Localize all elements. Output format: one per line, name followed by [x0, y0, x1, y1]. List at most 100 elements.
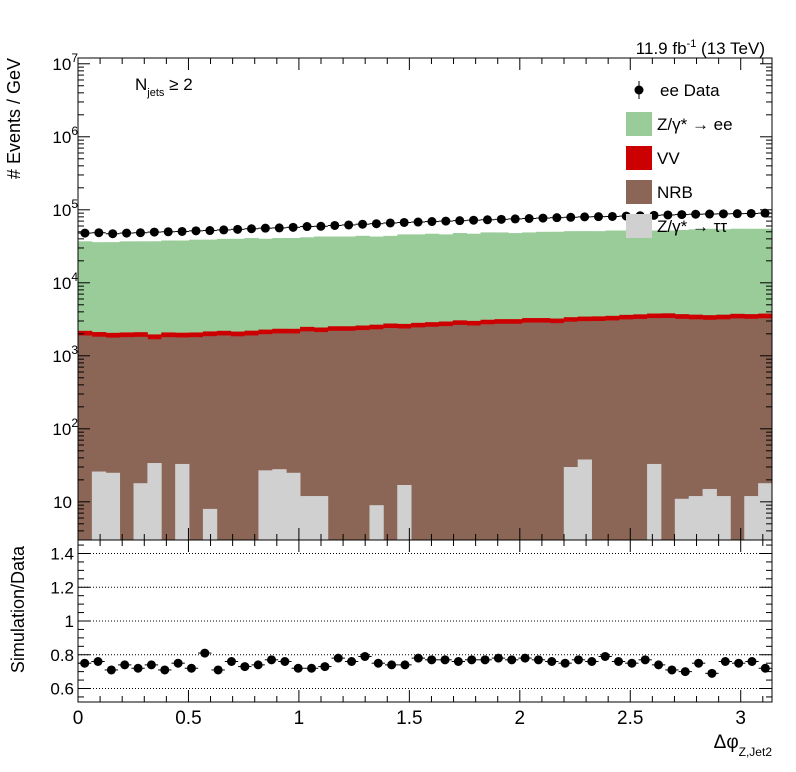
- ratio-point: [120, 660, 130, 670]
- data-point: [149, 227, 159, 237]
- bar-nrb: [355, 330, 370, 540]
- bar-nrb: [549, 323, 565, 540]
- data-point: [663, 210, 673, 220]
- bar-z: [563, 466, 579, 540]
- x-tick-label: 0: [73, 708, 84, 729]
- ratio-point: [680, 667, 690, 677]
- bar-nrb: [605, 320, 620, 540]
- ratio-point: [573, 655, 583, 665]
- ratio-point: [133, 663, 143, 673]
- bar-nrb: [78, 335, 93, 540]
- bar-z: [674, 498, 690, 540]
- data-point: [524, 213, 534, 223]
- bar-nrb: [300, 331, 315, 540]
- bar-z: [147, 463, 162, 540]
- data-point: [330, 220, 340, 230]
- y-tick-label: 106: [52, 124, 78, 147]
- legend-marker: [634, 85, 644, 95]
- legend-swatch-nrb: [626, 180, 652, 204]
- ratio-point: [480, 655, 490, 665]
- ratio-point: [267, 655, 277, 665]
- bar-z: [369, 505, 384, 540]
- bar-nrb: [161, 337, 176, 540]
- data-point: [746, 208, 756, 218]
- ratio-point: [654, 660, 664, 670]
- ratio-point: [186, 663, 196, 673]
- bar-nrb: [633, 318, 648, 540]
- data-point: [358, 219, 368, 229]
- ratio-point: [333, 653, 343, 663]
- ratio-point: [280, 657, 290, 666]
- legend-swatch-vv: [626, 146, 652, 170]
- main-y-axis-title: # Events / GeV: [4, 58, 24, 179]
- data-point: [441, 216, 451, 226]
- ratio-point: [160, 665, 170, 675]
- bar-z: [577, 459, 592, 540]
- data-point: [247, 224, 256, 234]
- ratio-point: [226, 657, 236, 666]
- x-tick-label: 3: [735, 708, 746, 729]
- y-tick-label: 102: [52, 416, 78, 439]
- bar-nrb: [744, 318, 759, 540]
- data-point: [302, 222, 312, 232]
- ratio-point: [253, 660, 263, 670]
- data-point: [566, 212, 576, 222]
- ratio-point: [173, 658, 183, 668]
- legend-label-nrb: NRB: [657, 183, 693, 202]
- ratio-points: [78, 648, 772, 678]
- bar-z: [272, 469, 287, 540]
- data-point: [122, 228, 132, 238]
- ratio-ticks: 0.6 0.8 1 1.2 1.4 0 0.5 1 1.5 2 2.5 3: [50, 540, 772, 729]
- ratio-point: [760, 663, 770, 673]
- ratio-point: [600, 651, 610, 661]
- bar-nrb: [660, 317, 676, 540]
- data-point: [288, 222, 298, 232]
- y-tick-label: 107: [52, 51, 78, 74]
- x-tick-label: 0.5: [175, 708, 201, 729]
- ratio-y-tick-label: 1.4: [50, 545, 74, 564]
- legend-label-data: ee Data: [660, 81, 720, 100]
- bar-z: [300, 496, 315, 540]
- ratio-point: [427, 655, 437, 665]
- legend-swatch-dy_tautau: [626, 214, 652, 238]
- bar-nrb: [313, 332, 329, 540]
- ratio-point: [493, 653, 503, 663]
- ratio-point: [627, 658, 637, 668]
- x-tick-label: 2: [515, 708, 526, 729]
- bar-z: [133, 483, 148, 540]
- ratio-point: [80, 658, 90, 668]
- data-point: [580, 212, 590, 222]
- bar-nrb: [730, 318, 745, 540]
- bar-nrb: [508, 323, 523, 540]
- luminosity-label: 11.9 fb-1 (13 TeV): [636, 38, 765, 58]
- ratio-point: [547, 657, 557, 666]
- bar-nrb: [369, 329, 384, 540]
- ratio-point: [440, 655, 450, 665]
- ratio-point: [453, 657, 463, 666]
- x-tick-label: 2.5: [617, 708, 643, 729]
- ratio-y-axis-title: Simulation/Data: [8, 545, 28, 673]
- ratio-y-tick-label: 1.2: [50, 578, 74, 597]
- data-point: [371, 219, 381, 229]
- ratio-point: [734, 658, 744, 668]
- data-point: [760, 208, 770, 218]
- ratio-point: [533, 655, 543, 665]
- ratio-point: [360, 651, 370, 661]
- data-points: [78, 208, 772, 239]
- ratio-point: [240, 662, 250, 672]
- data-point: [163, 227, 173, 237]
- bar-nrb: [425, 326, 440, 540]
- data-point: [607, 211, 617, 221]
- legend-label-dy_ee: Z/γ* → ee: [657, 115, 733, 134]
- ratio-point: [146, 660, 156, 670]
- bar-nrb: [480, 324, 495, 540]
- data-point: [427, 217, 437, 227]
- x-tick-label: 1: [294, 708, 305, 729]
- bar-nrb: [702, 319, 717, 540]
- bar-z: [397, 485, 412, 540]
- bar-nrb: [327, 330, 343, 540]
- bar-nrb: [466, 325, 481, 540]
- bar-z: [91, 471, 107, 540]
- ratio-point: [387, 660, 397, 670]
- bar-nrb: [230, 336, 245, 540]
